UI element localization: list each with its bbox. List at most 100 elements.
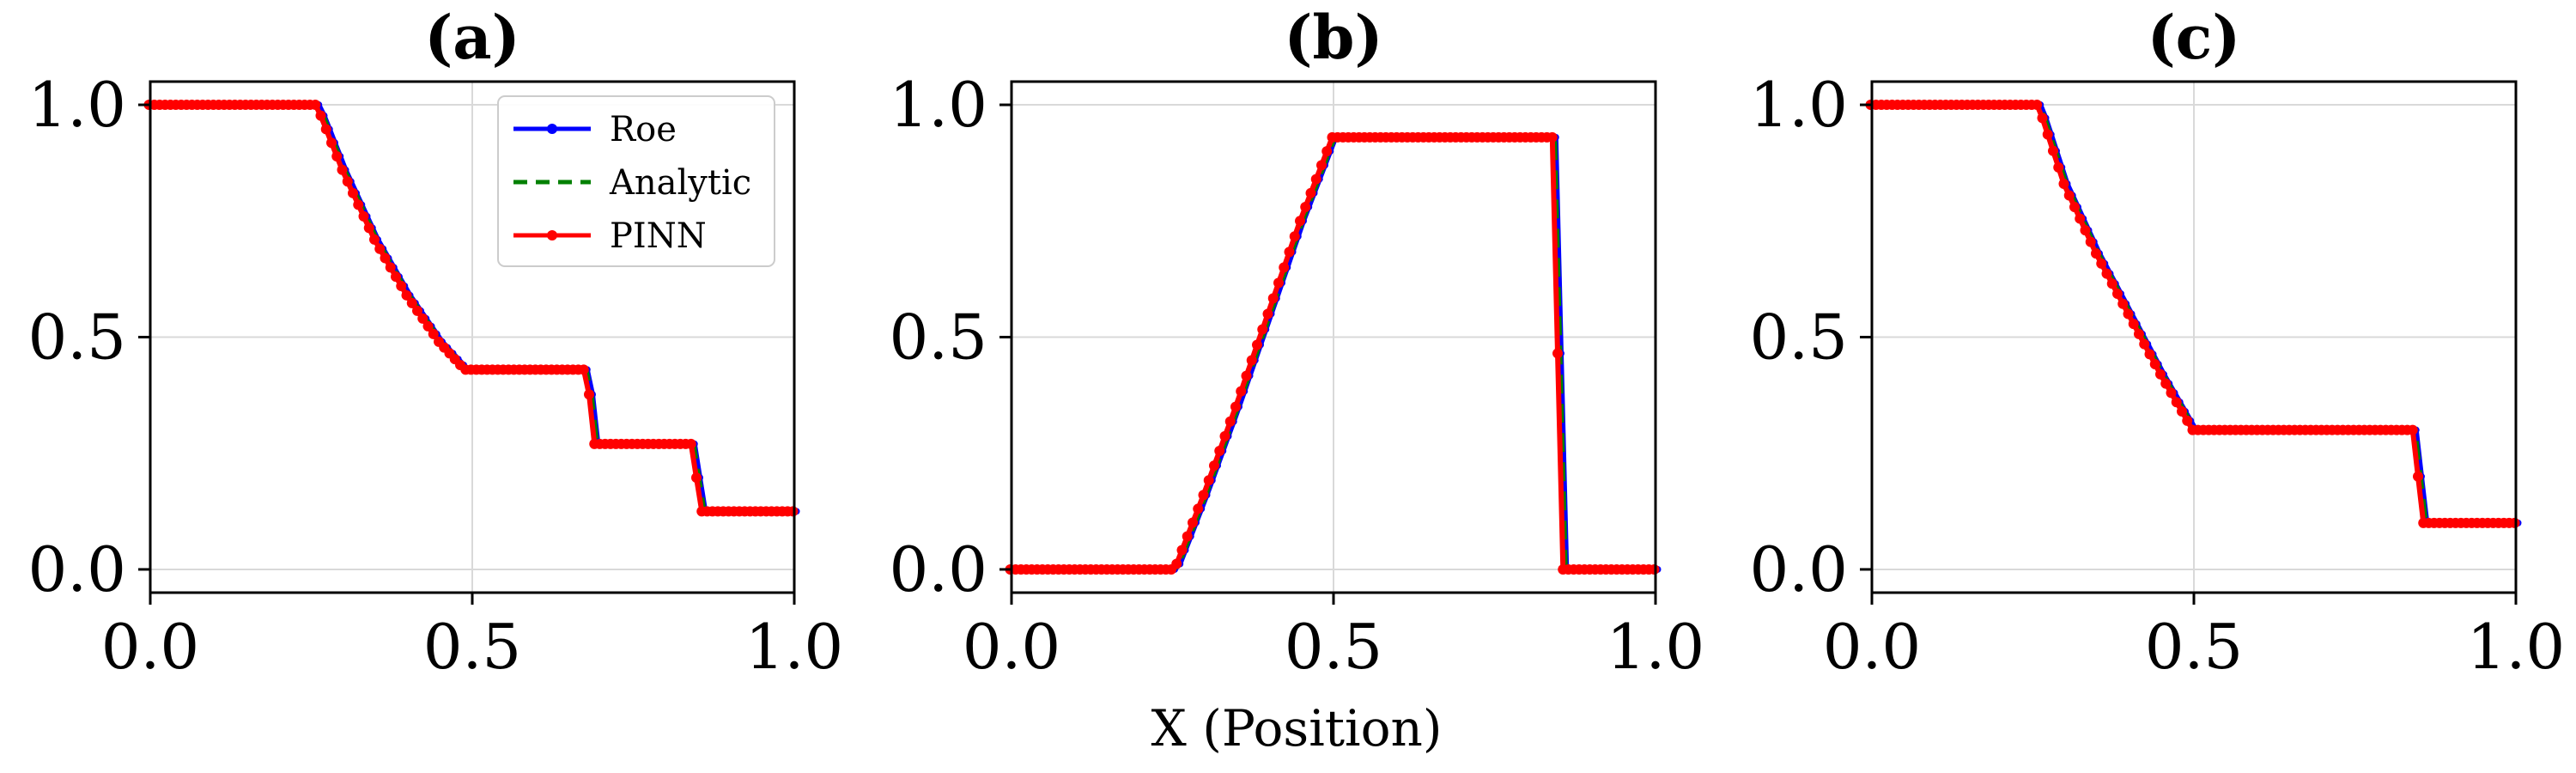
pinn-marker — [1236, 386, 1247, 397]
legend-pinn-marker — [547, 230, 557, 240]
pinn-marker — [1289, 231, 1300, 242]
pinn-marker — [2177, 406, 2187, 417]
pinn-marker — [1279, 262, 1290, 273]
pinn-marker — [2063, 190, 2075, 201]
pinn-marker — [1316, 160, 1327, 171]
pinn-marker — [691, 472, 702, 484]
panel-title: (c) — [2148, 2, 2241, 73]
x-tick-label: 1.0 — [2467, 611, 2566, 683]
y-tick-label: 1.0 — [889, 69, 987, 141]
pinn-marker — [578, 364, 589, 375]
legend-roe-marker — [547, 124, 557, 134]
pinn-marker — [1188, 517, 1198, 528]
pinn-marker — [2112, 289, 2123, 300]
pinn-marker — [2101, 268, 2112, 279]
pinn-marker — [374, 243, 386, 254]
legend-analytic-label: Analytic — [609, 163, 751, 203]
series-pinn-line — [1870, 102, 2515, 526]
x-tick-label: 0.0 — [963, 611, 1061, 683]
y-tick-label: 0.0 — [889, 533, 987, 606]
pinn-marker — [1198, 490, 1209, 501]
pinn-marker — [310, 100, 321, 111]
pinn-marker — [1284, 247, 1295, 258]
pinn-marker — [2155, 368, 2166, 380]
pinn-marker — [1273, 277, 1284, 289]
x-axis-label: X (Position) — [1151, 699, 1442, 758]
pinn-marker — [1252, 339, 1262, 350]
panel-title: (b) — [1284, 2, 1382, 73]
pinn-marker — [428, 328, 439, 339]
pinn-marker — [1214, 446, 1225, 457]
pinn-marker — [396, 281, 407, 291]
pinn-marker — [1219, 430, 1230, 441]
pinn-marker — [1230, 401, 1241, 412]
pinn-marker — [2407, 424, 2418, 435]
pinn-marker — [342, 176, 353, 187]
pinn-marker — [1209, 460, 1219, 472]
pinn-marker — [320, 124, 331, 135]
pinn-marker — [401, 289, 412, 301]
pinn-marker — [2106, 278, 2117, 289]
pinn-marker — [1321, 146, 1333, 157]
pinn-marker — [2117, 298, 2129, 309]
series-roe-line — [1874, 102, 2518, 526]
pinn-marker — [2085, 236, 2096, 247]
pinn-marker — [2037, 113, 2048, 124]
pinn-marker — [1546, 131, 1558, 143]
pinn-marker — [584, 389, 594, 400]
pinn-marker — [417, 313, 428, 324]
x-tick-label: 1.0 — [745, 611, 844, 683]
pinn-marker — [2166, 387, 2177, 399]
x-tick-label: 0.5 — [423, 611, 522, 683]
pinn-marker — [331, 150, 343, 161]
y-tick-label: 0.0 — [27, 533, 126, 606]
pinn-marker — [422, 320, 434, 332]
pinn-marker — [315, 110, 326, 121]
pinn-marker — [2032, 100, 2043, 111]
pinn-marker — [337, 164, 348, 175]
x-tick-label: 0.5 — [1285, 611, 1383, 683]
pinn-marker — [1203, 475, 1214, 486]
pinn-marker — [2042, 129, 2053, 140]
pinn-marker — [391, 271, 401, 283]
pinn-marker — [385, 262, 396, 273]
panel-title: (a) — [424, 2, 520, 73]
pinn-marker — [2075, 213, 2086, 224]
pinn-marker — [2149, 359, 2160, 370]
pinn-marker — [1257, 324, 1268, 335]
pinn-marker — [1241, 370, 1252, 381]
x-tick-label: 1.0 — [1607, 611, 1705, 683]
pinn-marker — [358, 210, 369, 222]
y-tick-label: 1.0 — [27, 69, 126, 141]
pinn-marker — [2058, 179, 2069, 189]
pinn-marker — [2053, 161, 2064, 173]
pinn-marker — [2080, 225, 2091, 236]
x-tick-label: 0.5 — [2145, 611, 2244, 683]
pinn-marker — [1310, 173, 1321, 185]
legend-roe-label: Roe — [610, 110, 677, 149]
pinn-marker — [353, 199, 364, 210]
y-tick-label: 0.0 — [1749, 533, 1848, 606]
pinn-marker — [412, 305, 422, 316]
pinn-marker — [369, 234, 380, 245]
pinn-marker — [1182, 531, 1193, 542]
pinn-marker — [1193, 503, 1204, 514]
panel-b: 0.0 0.5 1.0 0.0 0.5 1.0 (b) — [889, 2, 1704, 683]
pinn-marker — [1246, 355, 1257, 366]
x-tick-label: 0.0 — [1823, 611, 1922, 683]
pinn-marker — [1267, 293, 1279, 304]
pinn-marker — [363, 222, 374, 234]
legend-box — [497, 95, 775, 267]
x-tick-label: 0.0 — [101, 611, 200, 683]
pinn-marker — [1262, 308, 1273, 320]
pinn-marker — [685, 438, 696, 449]
pinn-marker — [406, 297, 417, 308]
legend-pinn-label: PINN — [610, 216, 707, 256]
pinn-marker — [1552, 348, 1563, 359]
pinn-marker — [1305, 187, 1316, 198]
pinn-marker — [2134, 328, 2144, 339]
pinn-marker — [348, 187, 358, 198]
pinn-marker — [1300, 202, 1311, 213]
